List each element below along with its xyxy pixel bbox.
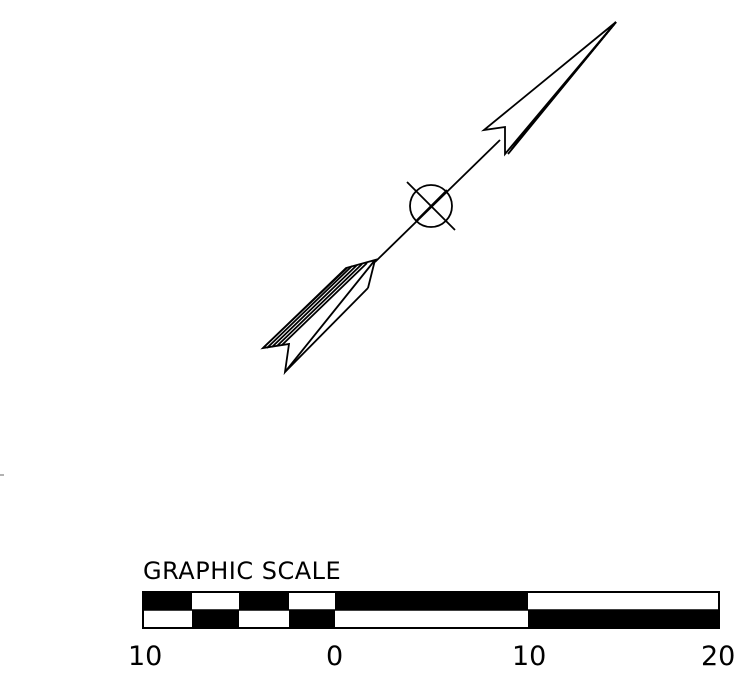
arrow-shaft: [374, 139, 501, 263]
scale-bar: [142, 591, 720, 629]
circle-cross-symbol: [406, 181, 456, 231]
scale-tick-label-0: 0: [326, 641, 343, 672]
upper-arrowhead: [480, 21, 617, 157]
north-arrow: [260, 21, 617, 376]
scale-tick-label-10-left: 10: [128, 641, 162, 672]
lower-arrowhead: [260, 258, 378, 376]
scale-title: GRAPHIC SCALE: [143, 557, 341, 585]
scale-tick-label-20: 20: [701, 641, 735, 672]
scale-tick-label-10: 10: [512, 641, 546, 672]
graphic-scale: GRAPHIC SCALE 10 0 10 20: [128, 557, 735, 672]
